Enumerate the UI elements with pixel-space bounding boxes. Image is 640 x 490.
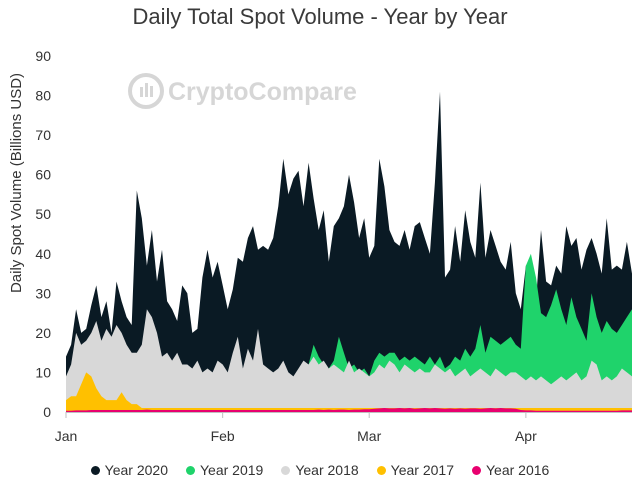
- legend-swatch-icon: [90, 465, 100, 475]
- y-tick-label: 40: [35, 246, 51, 262]
- area-series-year-2020: [66, 91, 632, 412]
- x-tick-label: Apr: [515, 428, 537, 444]
- y-tick-label: 20: [35, 325, 51, 341]
- legend-swatch-icon: [281, 465, 291, 475]
- y-tick-label: 0: [43, 404, 51, 420]
- legend: Year 2020 Year 2019 Year 2018 Year 2017 Year…: [0, 462, 640, 478]
- legend-item: Year 2016: [471, 462, 550, 478]
- legend-label: Year 2019: [200, 462, 264, 478]
- y-tick-label: 70: [35, 127, 51, 143]
- watermark-text: CryptoCompare: [168, 78, 357, 106]
- legend-item: Year 2018: [281, 462, 359, 478]
- x-tick-label: Jan: [55, 428, 78, 444]
- y-axis-title: Daily Spot Volume (Billions USD): [8, 73, 25, 293]
- chart-title: Daily Total Spot Volume - Year by Year: [132, 4, 508, 29]
- area-series-year-2017: [66, 372, 632, 412]
- legend-swatch-icon: [186, 465, 195, 475]
- watermark-bar-icon: [145, 83, 148, 97]
- watermark-bar-icon: [140, 87, 143, 97]
- legend-item: Year 2019: [186, 462, 263, 478]
- y-tick-label: 10: [35, 364, 51, 380]
- legend-swatch-icon: [376, 465, 386, 475]
- cryptocompare-watermark: CryptoCompare: [128, 73, 357, 109]
- y-tick-label: 80: [35, 88, 51, 104]
- x-tick-label: Mar: [357, 428, 381, 444]
- area-series-year-2016: [66, 408, 632, 412]
- legend-label: Year 2020: [104, 462, 168, 478]
- x-axis: Jan Feb Mar Apr: [55, 412, 632, 444]
- y-tick-label: 60: [35, 167, 51, 183]
- legend-label: Year 2017: [390, 462, 454, 478]
- area-series-year-2018: [66, 309, 632, 412]
- y-tick-label: 50: [35, 206, 51, 222]
- y-axis: 0 10 20 30 40 50 60 70 80 90: [35, 48, 51, 420]
- y-tick-label: 90: [35, 48, 51, 64]
- watermark-bar-icon: [150, 86, 153, 97]
- legend-label: Year 2016: [485, 462, 550, 478]
- cryptocompare-logo-icon: [128, 73, 164, 109]
- x-tick-label: Feb: [211, 428, 235, 444]
- legend-item: Year 2017: [376, 462, 454, 478]
- legend-swatch-icon: [471, 465, 481, 475]
- legend-item: Year 2020: [90, 462, 168, 478]
- y-tick-label: 30: [35, 285, 51, 301]
- chart-areas: [66, 91, 632, 412]
- legend-label: Year 2018: [295, 462, 359, 478]
